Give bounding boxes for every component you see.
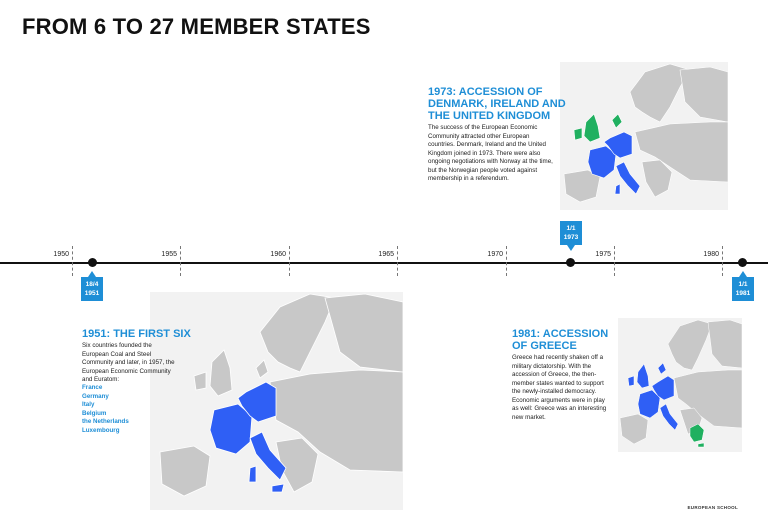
heading-1951: 1951: THE FIRST SIX [82,328,191,340]
heading-1973: 1973: ACCESSION OF DENMARK, IRELAND AND … [428,86,566,122]
country-item: Italy [82,401,95,408]
tick-1955 [180,246,181,276]
year-label-1955: 1955 [161,251,177,258]
body-1973: The success of the European Economic Com… [428,124,553,182]
event-marker-1973[interactable]: 1/1 1973 [560,221,582,251]
map-1981 [618,318,742,452]
tick-1965 [397,246,398,276]
country-item: Belgium [82,409,107,417]
event-marker-1981[interactable]: 1/1 1981 [732,271,754,301]
year-label-1960: 1960 [270,251,286,258]
country-item: France [82,384,103,391]
country-item: the Netherlands [82,418,129,425]
tick-1970 [506,246,507,276]
body-1951: Six countries founded the European Coal … [82,342,175,383]
country-list-1951: France Germany Italy Belgium the Netherl… [82,384,178,435]
timeline-axis [0,262,768,264]
tick-1975 [614,246,615,276]
page-title: FROM 6 TO 27 MEMBER STATES [22,14,371,39]
year-label-1975: 1975 [595,251,611,258]
event-dot-1981[interactable] [738,258,747,267]
year-label-1950: 1950 [53,251,69,258]
year-label-1965: 1965 [378,251,394,258]
event-marker-1951[interactable]: 18/4 1951 [81,271,103,301]
tick-1950 [72,246,73,276]
event-dot-1973[interactable] [566,258,575,267]
footer-logo: EUROPEAN SCHOOL [687,505,738,510]
map-1951 [150,292,403,510]
year-label-1970: 1970 [487,251,503,258]
tick-1960 [289,246,290,276]
event-dot-1951[interactable] [88,258,97,267]
map-1973 [560,62,728,210]
year-label-1980: 1980 [703,251,719,258]
tick-1980 [722,246,723,276]
body-1981: Greece had recently shaken off a militar… [512,354,607,421]
heading-1981: 1981: ACCESSION OF GREECE [512,328,609,352]
country-item: Luxembourg [82,426,120,434]
country-item: Germany [82,392,109,400]
